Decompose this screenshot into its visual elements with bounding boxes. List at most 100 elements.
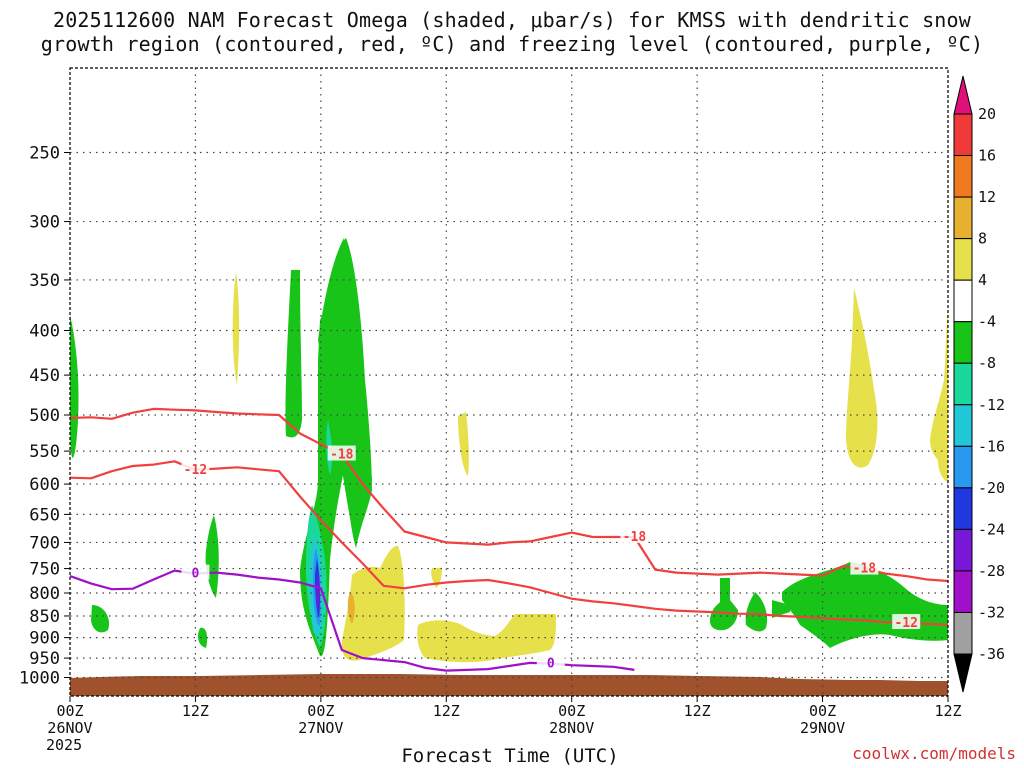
y-tick-label: 550 <box>29 442 60 462</box>
y-tick-label: 400 <box>29 322 60 342</box>
colorbar-label: -28 <box>978 562 1005 580</box>
colorbar-label: 4 <box>978 271 987 289</box>
chart-title-line1: 2025112600 NAM Forecast Omega (shaded, μ… <box>52 8 972 32</box>
x-tick-label: 28NOV <box>549 719 594 737</box>
y-tick-label: 650 <box>29 505 60 525</box>
contour-label: 0 <box>192 567 200 582</box>
contour-label: 0 <box>547 657 555 672</box>
colorbar-label: 20 <box>978 105 996 123</box>
contours: -18 -18 -18 -12 -12 0 0 <box>69 407 949 672</box>
omega-descent-550 <box>458 412 469 476</box>
colorbar-label: -20 <box>978 479 1005 497</box>
colorbar-label: 12 <box>978 188 996 206</box>
contour-label-bg <box>181 564 210 580</box>
x-tick-label: 27NOV <box>298 719 343 737</box>
y-tick-label: 850 <box>29 607 60 627</box>
colorbar-swatch <box>953 570 973 613</box>
plot-frame <box>69 67 949 697</box>
x-tick-label: 12Z <box>684 702 711 720</box>
colorbar-label: -24 <box>978 520 1005 538</box>
colorbar-label: -36 <box>978 645 1005 663</box>
contour-label: -12 <box>184 463 207 478</box>
y-tick-label: 250 <box>29 144 60 164</box>
grid <box>70 68 948 696</box>
colorbar-swatch <box>953 155 973 198</box>
x-tick-label: 12Z <box>433 702 460 720</box>
y-tick-label: 1000 <box>19 669 60 689</box>
y-axis: 2503003504004505005506006507007508008509… <box>19 144 70 689</box>
terrain-ground <box>70 674 948 696</box>
y-tick-label: 750 <box>29 560 60 580</box>
colorbar-label: -12 <box>978 396 1005 414</box>
colorbar-arrow-bottom <box>953 653 973 693</box>
colorbar-swatch <box>953 528 973 572</box>
y-tick-label: 950 <box>29 649 60 669</box>
x-tick-label: 12Z <box>182 702 209 720</box>
x-tick-label: 00Z <box>307 702 334 720</box>
credit-text: coolwx.com/models <box>852 744 1016 763</box>
colorbar-label: 16 <box>978 147 996 165</box>
colorbar-swatch <box>953 238 973 281</box>
x-tick-label: 00Z <box>809 702 836 720</box>
colorbar-swatch <box>953 487 973 530</box>
omega-descent-right-edge <box>930 308 948 482</box>
y-tick-label: 500 <box>29 406 60 426</box>
omega-descent-lowlevel-27nov <box>341 545 405 661</box>
x-tick-label: 2025 <box>46 736 82 754</box>
omega-ascent-core-2 <box>318 238 372 548</box>
y-tick-label: 300 <box>29 213 60 233</box>
contour-label: -18 <box>330 448 354 463</box>
colorbar-label: -32 <box>978 603 1005 621</box>
colorbar-swatch <box>953 113 973 157</box>
omega-ascent-left-column <box>285 270 302 438</box>
colorbar-label: -4 <box>978 313 996 331</box>
colorbar-label: -16 <box>978 437 1005 455</box>
omega-ascent-small-b <box>198 627 208 648</box>
contour-label: -18 <box>853 562 877 577</box>
y-tick-label: 700 <box>29 533 60 553</box>
omega-ascent-29nov-b <box>709 578 738 631</box>
colorbar-label: -8 <box>978 354 996 372</box>
colorbar-swatch <box>953 196 973 240</box>
colorbar-swatch <box>953 362 973 406</box>
y-tick-label: 350 <box>29 271 60 291</box>
omega-ascent-core-purple <box>316 572 320 612</box>
contour-dgz_bottom_-12C <box>69 460 949 626</box>
contour-label-bg <box>536 654 565 670</box>
x-tick-label: 00Z <box>558 702 585 720</box>
colorbar-label: 8 <box>978 230 987 248</box>
omega-ascent-29nov-c <box>745 592 768 632</box>
omega-ascent-29nov-d <box>772 600 790 618</box>
contour-label-bg <box>181 460 210 476</box>
x-axis-label: Forecast Time (UTC) <box>401 745 619 767</box>
x-tick-label: 00Z <box>56 702 83 720</box>
y-tick-label: 800 <box>29 584 60 604</box>
contour-dgz_top_-18C <box>69 407 949 583</box>
chart-title: 2025112600 NAM Forecast Omega (shaded, μ… <box>0 8 1024 56</box>
colorbar-swatch <box>953 445 973 489</box>
chart-title-line2: growth region (contoured, red, ºC) and f… <box>40 32 984 56</box>
omega-ascent-edge-26nov <box>70 315 79 458</box>
contour-label: -12 <box>894 616 917 631</box>
colorbar-swatch <box>953 404 973 447</box>
colorbar-arrow-top <box>953 75 973 115</box>
contour-label: -18 <box>623 530 647 545</box>
contour-label-bg <box>892 614 921 630</box>
omega-descent-29nov <box>846 288 878 468</box>
x-tick-label: 29NOV <box>800 719 845 737</box>
contour-label-bg <box>850 559 879 575</box>
omega-descent-upper-26nov <box>232 272 240 385</box>
x-tick-label: 26NOV <box>47 719 92 737</box>
x-tick-label: 12Z <box>934 702 961 720</box>
omega-ascent-small-a <box>91 605 110 633</box>
y-tick-label: 900 <box>29 629 60 649</box>
colorbar-swatch <box>953 611 973 655</box>
y-tick-label: 450 <box>29 366 60 386</box>
colorbar: 20 16 12 8 4 -4 -8 -12 -16 -20 -24 -28 -32 -36 <box>953 75 1005 693</box>
colorbar-swatch <box>953 279 973 323</box>
y-tick-label: 600 <box>29 475 60 495</box>
contour-label-bg <box>327 445 356 461</box>
contour-label-bg <box>620 527 649 543</box>
